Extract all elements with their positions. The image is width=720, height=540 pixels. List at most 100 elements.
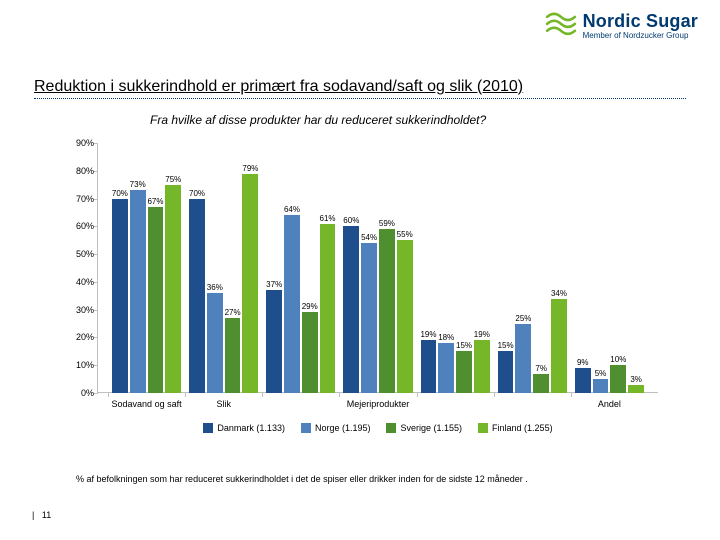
legend-item: Danmark (1.133): [203, 423, 285, 433]
y-tick-label: 0%: [60, 388, 94, 398]
legend-label: Danmark (1.133): [217, 423, 285, 433]
logo-sub: Member of Nordzucker Group: [583, 31, 698, 40]
bar-group: 37%64%29%61%: [262, 143, 339, 393]
x-tick-mark: [108, 393, 109, 397]
bar-value-label: 19%: [474, 330, 490, 339]
y-axis-line: [97, 143, 98, 393]
title-block: Reduktion i sukkerindhold er primært fra…: [34, 78, 686, 99]
bar: [284, 215, 300, 393]
bar-value-label: 60%: [343, 216, 359, 225]
legend-item: Norge (1.195): [301, 423, 371, 433]
bar-value-label: 29%: [302, 302, 318, 311]
category-label: Mejeriprodukter: [339, 399, 416, 409]
logo-name: Nordic Sugar: [583, 11, 698, 32]
legend-item: Finland (1.255): [478, 423, 553, 433]
bar-value-label: 70%: [112, 189, 128, 198]
bar-value-label: 3%: [630, 375, 642, 384]
y-tick-label: 40%: [60, 277, 94, 287]
bar-value-label: 59%: [379, 219, 395, 228]
bar: [456, 351, 472, 393]
bar: [343, 226, 359, 393]
category-label: Slik: [185, 399, 262, 409]
legend-item: Sverige (1.155): [386, 423, 462, 433]
bar: [379, 229, 395, 393]
bar-value-label: 73%: [130, 180, 146, 189]
bar: [533, 374, 549, 393]
y-tick-label: 90%: [60, 138, 94, 148]
bar-value-label: 55%: [397, 230, 413, 239]
bar: [302, 312, 318, 393]
bar-value-label: 67%: [147, 197, 163, 206]
category-label: Sodavand og saft: [108, 399, 185, 409]
bar-value-label: 61%: [320, 214, 336, 223]
x-tick-mark: [262, 393, 263, 397]
legend-swatch: [203, 423, 213, 433]
legend-label: Finland (1.255): [492, 423, 553, 433]
bar-value-label: 70%: [189, 189, 205, 198]
y-tick-mark: [94, 393, 98, 394]
bar-value-label: 36%: [207, 283, 223, 292]
bar: [320, 224, 336, 393]
bar-value-label: 19%: [420, 330, 436, 339]
bar-group: 15%25%7%34%: [494, 143, 571, 393]
bar-value-label: 34%: [551, 289, 567, 298]
bar: [397, 240, 413, 393]
category-label: Andel: [571, 399, 648, 409]
page-number-value: 11: [42, 510, 51, 520]
bar: [421, 340, 437, 393]
bar-group: 70%36%27%79%Slik: [185, 143, 262, 393]
legend-label: Sverige (1.155): [400, 423, 462, 433]
bar: [575, 368, 591, 393]
bar: [189, 199, 205, 393]
y-tick-label: 60%: [60, 221, 94, 231]
chart-plot: 70%73%67%75%Sodavand og saft70%36%27%79%…: [98, 143, 658, 393]
bar: [148, 207, 164, 393]
title-underline: [34, 98, 686, 99]
y-tick-label: 10%: [60, 360, 94, 370]
bar-value-label: 18%: [438, 333, 454, 342]
slide: Nordic Sugar Member of Nordzucker Group …: [0, 0, 720, 540]
chart-legend: Danmark (1.133) Norge (1.195) Sverige (1.1…: [98, 423, 658, 433]
bar: [515, 324, 531, 393]
bar: [207, 293, 223, 393]
y-tick-label: 70%: [60, 194, 94, 204]
bar-value-label: 79%: [242, 164, 258, 173]
bar-group: 70%73%67%75%Sodavand og saft: [108, 143, 185, 393]
brand-logo: Nordic Sugar Member of Nordzucker Group: [545, 10, 698, 41]
x-tick-mark: [339, 393, 340, 397]
y-tick-label: 20%: [60, 332, 94, 342]
bar: [130, 190, 146, 393]
page-number: | 11: [32, 510, 51, 520]
bar-value-label: 15%: [498, 341, 514, 350]
legend-swatch: [478, 423, 488, 433]
legend-swatch: [301, 423, 311, 433]
bar: [112, 199, 128, 393]
bar: [593, 379, 609, 393]
bar-group: 9%5%10%3%Andel: [571, 143, 648, 393]
bar-value-label: 10%: [610, 355, 626, 364]
bar-value-label: 15%: [456, 341, 472, 350]
bar: [225, 318, 241, 393]
legend-swatch: [386, 423, 396, 433]
page-title: Reduktion i sukkerindhold er primært fra…: [34, 78, 686, 96]
bar: [628, 385, 644, 393]
bar-value-label: 37%: [266, 280, 282, 289]
bar: [361, 243, 377, 393]
x-tick-mark: [494, 393, 495, 397]
bar-group: 60%54%59%55%Mejeriprodukter: [339, 143, 416, 393]
x-tick-mark: [185, 393, 186, 397]
bar: [498, 351, 514, 393]
chart-footnote: % af befolkningen som har reduceret sukk…: [76, 474, 528, 484]
bar: [165, 185, 181, 393]
x-tick-mark: [571, 393, 572, 397]
bar-value-label: 7%: [535, 364, 547, 373]
y-tick-label: 50%: [60, 249, 94, 259]
bar-value-label: 27%: [225, 308, 241, 317]
chart: 0%10%20%30%40%50%60%70%80%90% 70%73%67%7…: [60, 125, 670, 435]
y-tick-label: 30%: [60, 305, 94, 315]
bar-group: 19%18%15%19%: [417, 143, 494, 393]
bar-value-label: 75%: [165, 175, 181, 184]
logo-waves-icon: [545, 10, 577, 41]
bar: [551, 299, 567, 393]
bar-value-label: 5%: [595, 369, 607, 378]
